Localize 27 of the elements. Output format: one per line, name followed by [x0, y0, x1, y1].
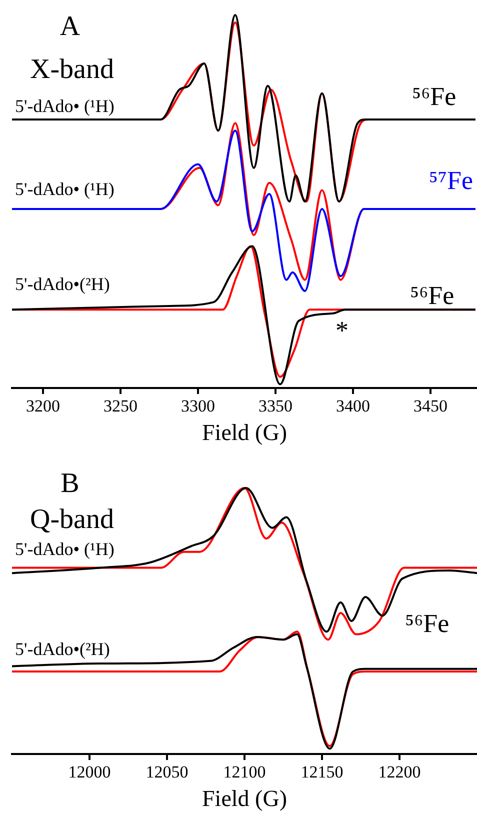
- annotation: 5'-dAdo• (¹H): [15, 539, 114, 559]
- text: Q-band: [30, 504, 114, 535]
- annotation: 5'-dAdo• (¹H): [15, 179, 114, 199]
- text: X-band: [30, 54, 114, 85]
- x-tick-label: 12100: [223, 762, 266, 782]
- x-tick-label: 3350: [258, 396, 292, 416]
- x-tick-label: 3200: [26, 396, 60, 416]
- x-tick-label: 3400: [336, 396, 370, 416]
- annotation: 5'-dAdo•(²H): [15, 639, 110, 659]
- x-axis-title: Field (G): [202, 420, 287, 446]
- x-tick-label: 3300: [181, 396, 215, 416]
- x-tick-label: 3250: [104, 396, 138, 416]
- chart-title: A: [60, 11, 81, 42]
- x-tick-label: 12050: [146, 762, 188, 782]
- chart-title: B: [60, 468, 80, 499]
- x-tick-label: 12200: [378, 762, 421, 782]
- x-tick-label: 12150: [300, 762, 344, 782]
- annotation: ⁵⁶Fe: [412, 82, 456, 111]
- x-tick-label: 12000: [68, 762, 111, 782]
- annotation: ⁵⁶Fe: [405, 609, 450, 638]
- x-tick-label: 3450: [414, 396, 448, 416]
- series-label: ⁵⁷Fe: [428, 166, 473, 195]
- annotation: ⁵⁶Fe: [410, 281, 454, 310]
- annotation: 5'-dAdo•(²H): [15, 274, 110, 294]
- annotation: *: [336, 316, 348, 345]
- annotation: 5'-dAdo• (¹H): [15, 96, 114, 116]
- x-axis-title: Field (G): [202, 786, 287, 812]
